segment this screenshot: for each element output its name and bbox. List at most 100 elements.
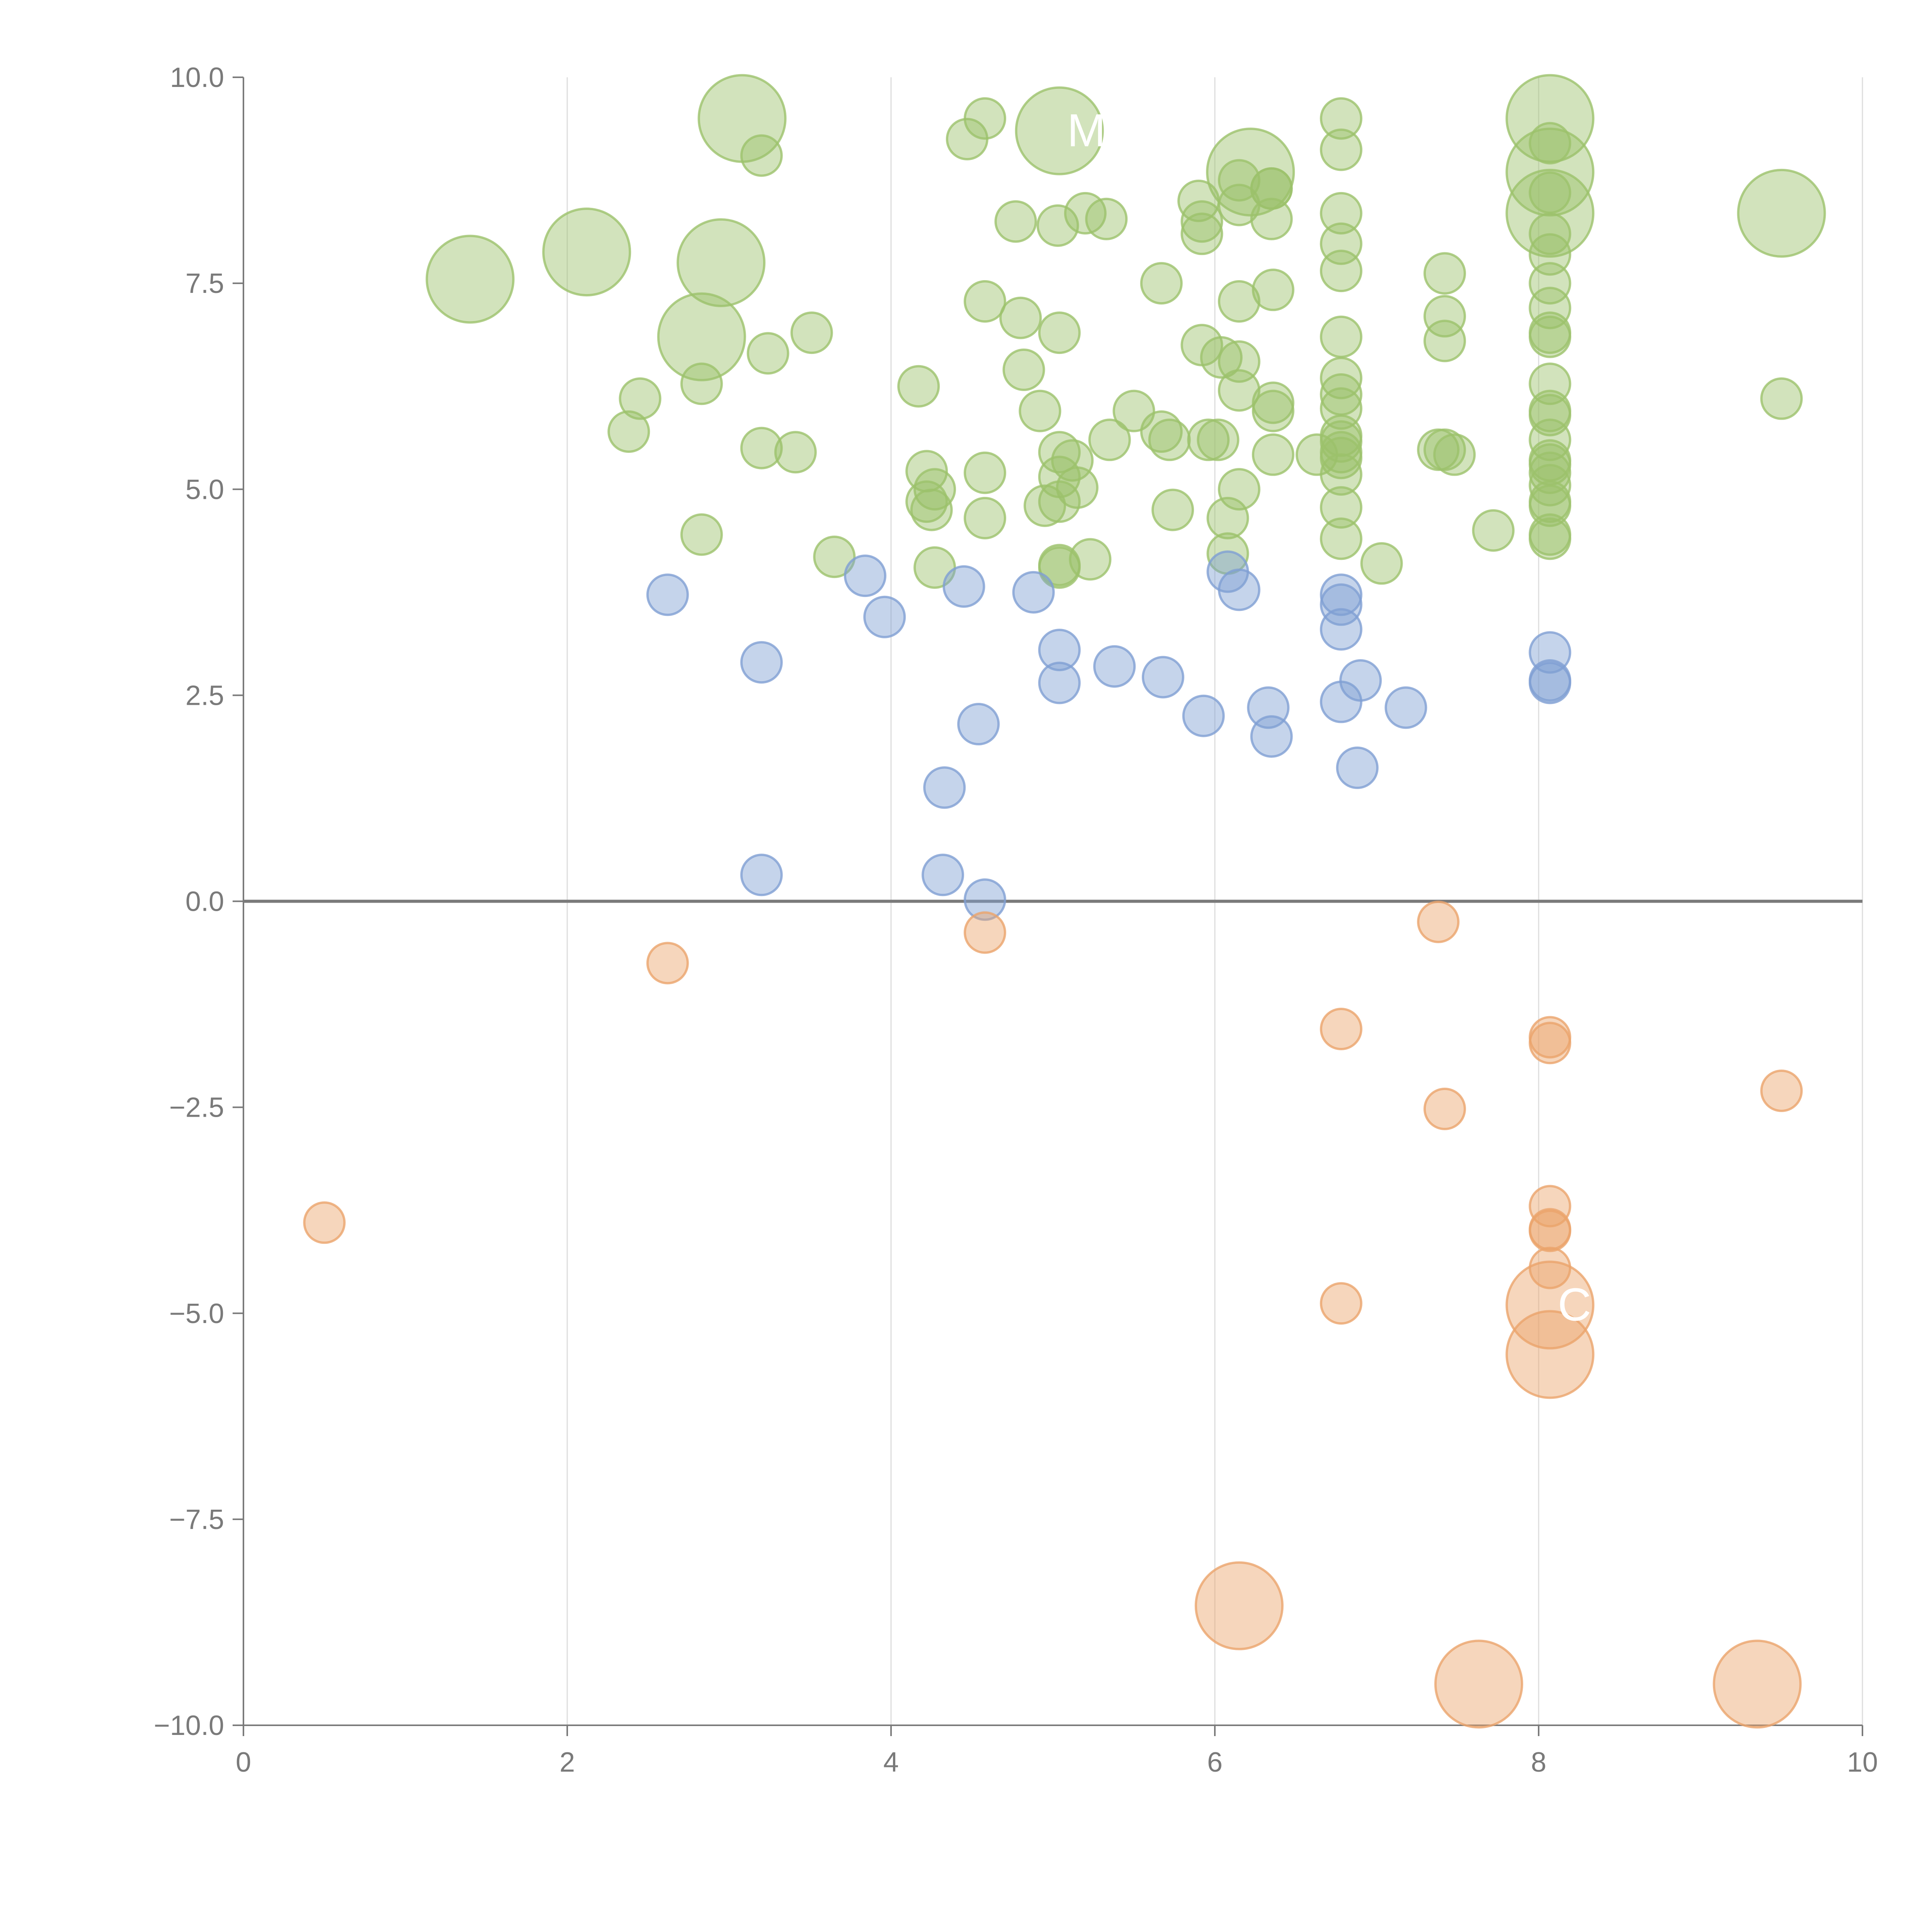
data-point-negative: [1320, 1282, 1362, 1325]
data-point-high: [680, 362, 723, 405]
data-point-negative: [1320, 1008, 1362, 1051]
data-point-high: [1250, 167, 1293, 210]
data-point-high: [964, 280, 1007, 323]
x-tick-label: 10: [1847, 1747, 1878, 1778]
data-point-negative: [1194, 1561, 1284, 1650]
point-annotation: C: [1558, 1279, 1591, 1330]
data-point-high: [1529, 394, 1571, 437]
data-point-high: [964, 97, 1007, 140]
data-point-high: [774, 431, 817, 474]
data-point-high: [1320, 250, 1362, 293]
data-point-high: [1187, 418, 1230, 461]
data-point-high: [1320, 128, 1362, 171]
data-point-high: [1206, 497, 1249, 539]
label-layer: MC: [1067, 105, 1591, 1331]
data-point-mid: [740, 854, 783, 896]
data-point-high: [740, 427, 783, 469]
data-point-mid: [1336, 747, 1379, 789]
data-point-negative: [1434, 1639, 1523, 1729]
data-point-mid: [923, 766, 966, 809]
data-point-high: [1737, 168, 1826, 258]
data-point-negative: [1529, 1209, 1571, 1252]
data-point-high: [1085, 197, 1128, 240]
data-point-negative: [1417, 900, 1460, 943]
data-point-high: [680, 513, 723, 556]
data-point-high: [1320, 315, 1362, 358]
data-point-negative: [1760, 1069, 1803, 1112]
data-point-high: [425, 235, 515, 324]
data-point-high: [1038, 311, 1081, 354]
x-tick-label: 0: [236, 1747, 251, 1778]
data-point-high: [1180, 200, 1223, 243]
data-point-mid: [1529, 662, 1571, 704]
data-point-mid: [922, 854, 964, 896]
point-annotation: M: [1067, 105, 1106, 156]
data-point-negative: [964, 911, 1007, 954]
y-tick-label: −5.0: [169, 1298, 224, 1329]
data-point-high: [1433, 433, 1476, 476]
data-point-high: [790, 311, 833, 354]
data-point-high: [994, 200, 1037, 243]
data-point-high: [1038, 480, 1081, 523]
data-point-negative: [646, 942, 689, 985]
y-tick-label: 10.0: [170, 62, 224, 93]
data-point-mid: [863, 595, 906, 638]
y-tick-label: 7.5: [185, 268, 224, 299]
data-point-mid: [1218, 568, 1260, 611]
data-point-high: [1529, 517, 1571, 560]
data-point-high: [1019, 389, 1061, 432]
data-point-high: [542, 207, 631, 297]
data-point-high: [1250, 197, 1293, 240]
data-point-high: [1148, 418, 1191, 461]
data-point-high: [1252, 269, 1294, 311]
data-point-high: [1320, 357, 1362, 400]
data-point-high: [1529, 171, 1571, 214]
data-point-mid: [740, 641, 783, 684]
data-point-negative: [1505, 1310, 1595, 1399]
data-point-negative: [303, 1201, 346, 1244]
y-tick-label: 2.5: [185, 680, 224, 711]
data-point-high: [1218, 369, 1260, 412]
data-point-high: [1529, 451, 1571, 494]
data-point-high: [1529, 287, 1571, 330]
data-point-high: [1024, 484, 1066, 527]
data-point-high: [1069, 538, 1112, 581]
data-point-high: [1472, 509, 1515, 552]
data-point-mid: [1384, 686, 1427, 729]
data-point-high: [1320, 437, 1362, 480]
data-point-high: [1056, 466, 1099, 509]
data-point-mid: [1093, 645, 1136, 688]
data-point-high: [813, 536, 856, 578]
data-point-high: [1038, 431, 1081, 474]
data-point-high: [910, 488, 953, 531]
data-point-mid: [1250, 715, 1293, 758]
data-point-high: [897, 365, 940, 408]
data-point-mid: [957, 703, 1000, 746]
data-point-high: [740, 134, 783, 177]
y-tick-label: −10.0: [154, 1710, 224, 1741]
data-point-high: [1180, 213, 1223, 255]
data-point-high: [999, 296, 1042, 339]
data-point-high: [619, 377, 662, 420]
data-point-high: [1529, 233, 1571, 276]
data-point-mid: [1320, 608, 1362, 651]
y-tick-label: 5.0: [185, 474, 224, 505]
data-point-mid: [1320, 573, 1362, 616]
data-point-high: [1320, 453, 1362, 496]
data-point-mid: [1038, 662, 1081, 704]
data-point-high: [657, 292, 746, 381]
data-point-mid: [844, 554, 886, 597]
data-point-high: [1320, 420, 1362, 463]
data-point-high: [1529, 262, 1571, 305]
data-point-high: [1252, 433, 1294, 476]
data-point-high: [1252, 389, 1294, 432]
data-point-high: [1423, 295, 1466, 338]
data-point-mid: [1182, 694, 1225, 737]
data-point-high: [1529, 484, 1571, 527]
data-point-high: [1218, 468, 1260, 511]
data-point-high: [964, 497, 1007, 539]
y-tick-label: −2.5: [169, 1092, 224, 1123]
data-point-negative: [1529, 1185, 1571, 1228]
y-tick-label: −7.5: [169, 1504, 224, 1535]
